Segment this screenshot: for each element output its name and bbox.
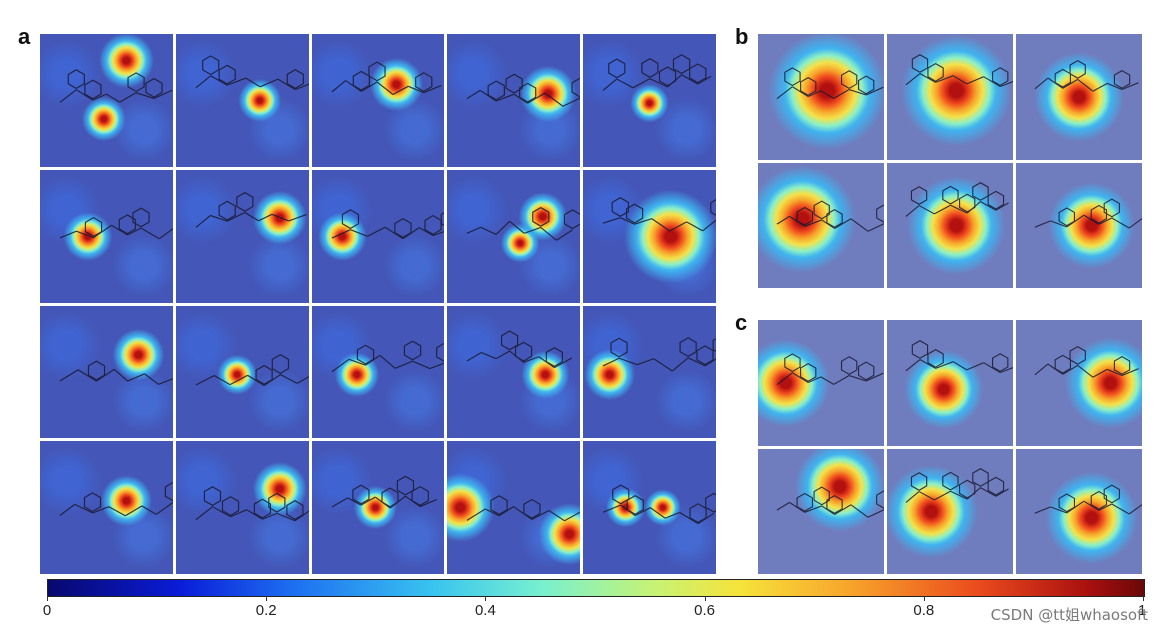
panel-a-heatmap-tile	[175, 34, 309, 167]
molecule-structure	[312, 34, 445, 167]
panel-a-heatmap-tile	[175, 305, 309, 439]
panel-b-heatmap-tile	[1016, 34, 1142, 160]
molecule-structure	[1016, 449, 1142, 575]
panel-a-heatmap-tile	[175, 169, 309, 303]
panel-c-heatmap-tile	[758, 320, 884, 446]
colorbar-tick-label: 0.6	[694, 602, 716, 619]
molecule-structure	[583, 306, 716, 439]
colorbar-tick-label: 0.8	[913, 602, 935, 619]
panel-c-heatmap-tile	[758, 448, 884, 575]
panel-b-heatmap-tile	[887, 162, 1013, 289]
panel-a-heatmap-tile	[311, 169, 445, 303]
molecule-structure	[583, 441, 716, 574]
colorbar-tick	[266, 596, 268, 601]
panel-a-heatmap-tile	[583, 305, 716, 439]
panel-b-heatmap-tile	[1016, 162, 1142, 289]
molecule-structure	[1016, 34, 1142, 160]
panel-a-heatmap-tile	[583, 441, 716, 574]
molecule-structure	[1016, 163, 1142, 289]
panel-a-heatmap-tile	[40, 34, 173, 167]
colorbar-tick	[47, 596, 48, 601]
panel-c-heatmap-tile	[887, 320, 1013, 446]
colorbar	[47, 579, 1145, 597]
panel-a-heatmap-tile	[311, 34, 445, 167]
panel-b-heatmap-tile	[758, 162, 884, 289]
panel-label-c: c	[735, 310, 748, 335]
molecule-structure	[887, 34, 1013, 160]
molecule-structure	[312, 170, 445, 303]
molecule-structure	[447, 34, 581, 167]
molecule-structure	[447, 306, 580, 439]
panel-b-heatmap-tile	[887, 34, 1013, 160]
panel-a-heatmap-tile	[40, 169, 173, 303]
colorbar-tick-label: 0.2	[255, 602, 277, 619]
panel-a-heatmap-tile	[583, 169, 716, 303]
molecule-structure	[887, 320, 1013, 446]
molecule-structure	[176, 170, 309, 303]
molecule-structure	[40, 306, 173, 439]
panel-a-heatmap-tile	[583, 34, 716, 167]
molecule-structure	[40, 441, 173, 574]
colorbar-tick-label: 0.4	[474, 602, 496, 619]
molecule-structure	[176, 441, 309, 574]
molecule-structure	[758, 34, 884, 160]
panel-c-heatmap-tile	[1016, 320, 1142, 446]
panel-a-heatmap-grid	[40, 34, 716, 574]
molecule-structure	[758, 449, 884, 575]
colorbar-tick	[704, 596, 706, 601]
panel-label-b: b	[735, 24, 749, 49]
molecule-structure	[887, 163, 1013, 289]
colorbar-tick-label: 1	[1137, 602, 1147, 619]
watermark: CSDN @tt姐whaosoft	[990, 606, 1148, 624]
molecule-structure	[40, 34, 173, 167]
panel-a-heatmap-tile	[447, 169, 581, 303]
panel-b-heatmap-tile	[758, 34, 884, 160]
molecule-structure	[40, 170, 173, 303]
molecule-structure	[312, 306, 445, 439]
panel-c-heatmap-tile	[887, 448, 1013, 575]
panel-a-heatmap-tile	[447, 305, 581, 439]
molecule-structure	[758, 320, 884, 446]
panel-c-heatmap-tile	[1016, 448, 1142, 575]
colorbar-tick	[923, 596, 925, 601]
panel-label-a: a	[18, 24, 31, 49]
molecule-structure	[447, 170, 581, 303]
molecule-structure	[176, 306, 309, 439]
molecule-structure	[447, 441, 581, 574]
molecule-structure	[887, 449, 1013, 575]
colorbar-tick	[485, 596, 487, 601]
panel-c-heatmap-grid	[758, 320, 1142, 574]
panel-a-heatmap-tile	[40, 441, 173, 574]
molecule-structure	[176, 34, 309, 167]
colorbar-tick-label: 0	[42, 602, 52, 619]
molecule-structure	[1016, 320, 1142, 446]
panel-a-heatmap-tile	[447, 441, 581, 574]
panel-a-heatmap-tile	[311, 305, 445, 439]
colorbar-tick	[1143, 596, 1144, 601]
panel-a-heatmap-tile	[40, 305, 173, 439]
panel-a-heatmap-tile	[175, 441, 309, 574]
molecule-structure	[583, 170, 716, 303]
molecule-structure	[758, 163, 884, 289]
panel-a-heatmap-tile	[447, 34, 581, 167]
molecule-structure	[312, 441, 445, 574]
panel-a-heatmap-tile	[311, 441, 445, 574]
molecule-structure	[583, 34, 716, 167]
panel-b-heatmap-grid	[758, 34, 1142, 288]
